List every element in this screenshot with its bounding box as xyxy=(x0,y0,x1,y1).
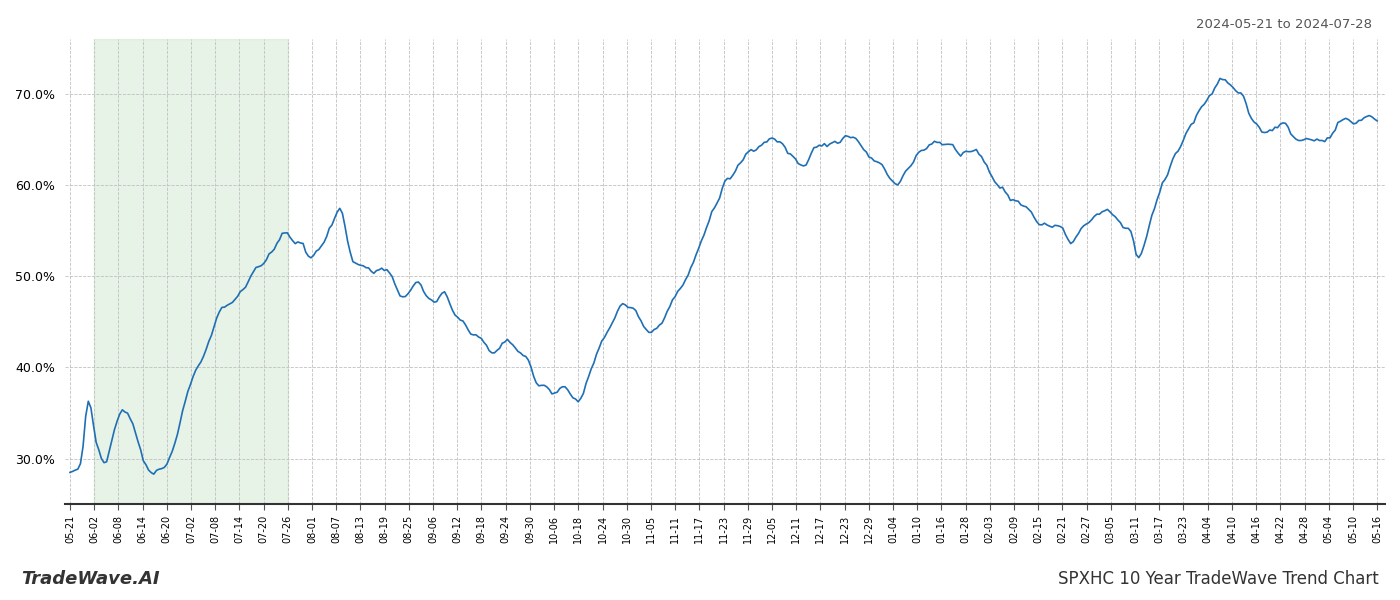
Text: SPXHC 10 Year TradeWave Trend Chart: SPXHC 10 Year TradeWave Trend Chart xyxy=(1058,570,1379,588)
Text: TradeWave.AI: TradeWave.AI xyxy=(21,570,160,588)
Bar xyxy=(94,39,288,504)
Text: 2024-05-21 to 2024-07-28: 2024-05-21 to 2024-07-28 xyxy=(1196,18,1372,31)
